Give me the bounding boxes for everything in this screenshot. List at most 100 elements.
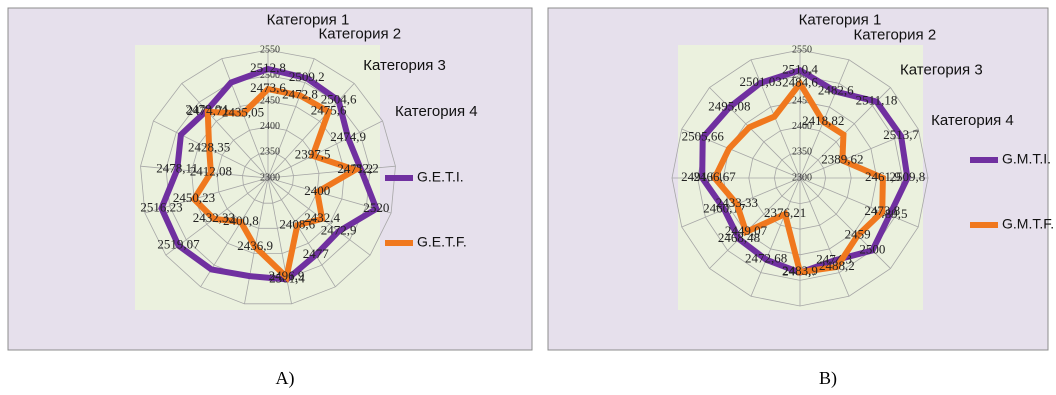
caption: A) — [276, 368, 295, 389]
data-label: 2461,9 — [865, 169, 901, 184]
spoke — [709, 87, 801, 179]
data-label: 2400 — [304, 183, 330, 198]
data-label: 2475,6 — [311, 103, 347, 118]
category-label: Категория 3 — [363, 57, 446, 74]
legend-label: G.E.T.I. — [417, 169, 464, 185]
data-label: 2472,8 — [282, 86, 318, 101]
data-label: 2466,67 — [694, 169, 737, 184]
data-label: 2449,07 — [725, 223, 768, 238]
spoke — [140, 165, 269, 179]
data-label: 2397,5 — [295, 147, 331, 162]
data-label: 2478,11 — [156, 161, 198, 176]
data-label: 2511,18 — [856, 93, 898, 108]
r-tick-label: 2500 — [260, 70, 280, 81]
r-tick-label: 2550 — [792, 44, 812, 55]
data-label: 2408,6 — [279, 216, 315, 231]
data-label: 2389,62 — [821, 151, 863, 166]
r-tick-label: 2450 — [260, 95, 280, 106]
grid-ring — [140, 49, 396, 305]
r-tick-label: 2450 — [792, 95, 812, 106]
r-tick-label: 2350 — [260, 147, 280, 158]
data-label: 2484,6 — [782, 74, 818, 89]
data-label: 2483,9 — [782, 263, 818, 278]
data-label: 2471,2 — [337, 161, 373, 176]
r-tick-label: 2550 — [260, 44, 280, 55]
grid-ring — [773, 151, 827, 205]
data-label: 2436,9 — [237, 238, 273, 253]
data-label: 2504,6 — [321, 92, 357, 107]
data-label: 2428,35 — [188, 140, 230, 155]
data-label: 2500 — [859, 241, 885, 256]
data-label: 2520 — [363, 200, 389, 215]
category-label: Категория 2 — [854, 27, 937, 44]
data-label: 2496,9 — [269, 268, 305, 283]
spoke — [750, 177, 801, 297]
spoke — [709, 177, 801, 269]
data-label: 2505,66 — [682, 129, 725, 144]
r-tick-label: 2300 — [260, 172, 280, 183]
spoke — [681, 177, 801, 228]
r-tick-label: 2400 — [792, 121, 812, 132]
grid-ring — [242, 151, 294, 204]
category-label: Категория 3 — [900, 62, 983, 79]
spoke — [181, 83, 269, 179]
data-label: 2412,08 — [190, 164, 232, 179]
legend-label: G.M.T.F. — [1002, 216, 1054, 232]
data-label: 2376,21 — [764, 205, 806, 220]
category-label: Категория 4 — [395, 103, 478, 120]
data-label: 2473,6 — [250, 80, 286, 95]
data-label: 2433,33 — [716, 195, 758, 210]
category-label: Категория 1 — [799, 12, 882, 29]
data-label: 2459 — [845, 227, 871, 242]
spoke — [267, 177, 392, 214]
category-label: Категория 2 — [318, 25, 401, 42]
category-label: Категория 1 — [267, 12, 350, 29]
data-label: 2501,03 — [739, 74, 781, 89]
spoke — [799, 177, 850, 297]
spoke — [799, 177, 891, 269]
grid-ring — [191, 100, 345, 254]
spoke — [799, 177, 919, 228]
r-tick-label: 2500 — [792, 70, 812, 81]
data-label: 2513,7 — [883, 127, 919, 142]
series-line — [158, 65, 381, 283]
series-line — [190, 85, 363, 284]
spoke — [244, 177, 269, 304]
spoke — [267, 177, 292, 304]
grid-ring — [671, 49, 929, 307]
data-label: 2474,9 — [330, 129, 366, 144]
data-label: 2435,05 — [222, 105, 264, 120]
category-label: Категория 4 — [931, 112, 1014, 129]
data-label: 2400,8 — [223, 213, 259, 228]
spoke — [221, 58, 269, 179]
data-label: 2477 — [303, 246, 330, 261]
r-tick-label: 2400 — [260, 121, 280, 132]
data-label: 2482,6 — [818, 83, 854, 98]
data-label: 2418,82 — [802, 113, 844, 128]
data-label: 2510,4 — [782, 61, 818, 76]
data-label: 2516,23 — [140, 199, 182, 214]
r-tick-label: 2300 — [792, 172, 812, 183]
data-label: 2468,48 — [718, 230, 760, 245]
data-label: 2432,33 — [193, 210, 235, 225]
caption: B) — [819, 368, 837, 389]
data-label: 2509,2 — [289, 69, 325, 84]
spoke — [267, 165, 396, 179]
data-label: 2432,4 — [304, 210, 340, 225]
spoke — [144, 177, 269, 214]
legend-label: G.M.T.I. — [1002, 151, 1051, 167]
series-line — [711, 78, 886, 276]
data-label: 2488,2 — [819, 258, 855, 273]
data-label: 2509,8 — [890, 169, 926, 184]
data-label: 2473,8 — [864, 203, 900, 218]
spoke — [267, 120, 383, 179]
data-label: 2472,9 — [321, 222, 357, 237]
data-label: 2450,23 — [173, 190, 215, 205]
data-label: 2512,8 — [250, 60, 286, 75]
data-label: 2519,07 — [157, 237, 200, 252]
r-tick-label: 2350 — [792, 147, 812, 158]
data-label: 2474,71 — [187, 103, 229, 118]
data-label: 2472,68 — [745, 251, 787, 266]
data-label: 2495,08 — [708, 98, 750, 113]
